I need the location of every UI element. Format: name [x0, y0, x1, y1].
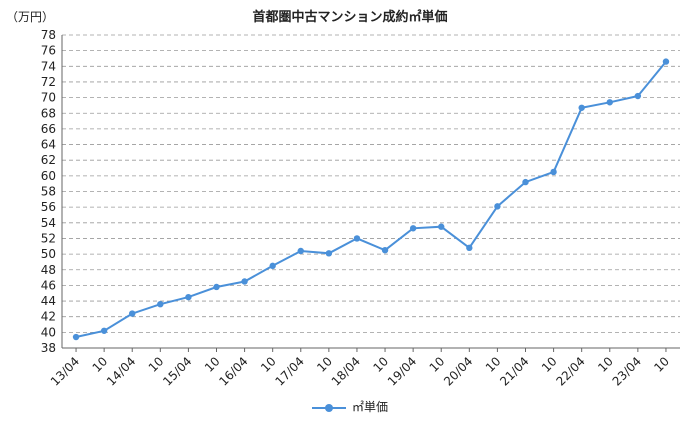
y-tick-label: 56	[41, 200, 56, 214]
series-layer	[72, 58, 670, 341]
x-tick-label: 13/04	[48, 354, 82, 388]
data-point	[157, 300, 164, 308]
y-tick-label: 42	[41, 310, 56, 324]
data-point	[297, 247, 304, 255]
data-point	[578, 104, 585, 111]
data-point	[100, 327, 108, 334]
data-point	[409, 225, 417, 232]
x-tick-label: 10	[314, 354, 335, 375]
y-tick-label: 52	[41, 231, 56, 245]
axes	[61, 35, 680, 352]
y-tick-label: 48	[41, 263, 56, 277]
x-tick-label: 10	[539, 354, 560, 375]
x-tick-label: 10	[146, 354, 167, 375]
data-point	[522, 178, 529, 186]
data-point	[438, 223, 445, 230]
x-tick-label: 16/04	[216, 354, 250, 388]
x-tick-label: 19/04	[385, 354, 419, 388]
y-tick-label: 78	[41, 28, 56, 42]
legend-marker-icon	[311, 403, 346, 413]
x-tick-label: 10	[595, 354, 616, 375]
data-point	[185, 293, 192, 301]
data-point	[129, 310, 136, 317]
y-tick-label: 74	[41, 59, 56, 73]
data-point	[466, 244, 473, 252]
x-tick-label: 10	[483, 354, 504, 375]
data-point	[241, 278, 248, 285]
x-tick-label: 10	[202, 354, 223, 375]
y-tick-label: 46	[41, 278, 56, 292]
data-point	[269, 262, 276, 270]
data-point	[381, 246, 389, 254]
data-point	[550, 168, 557, 176]
y-tick-label: 38	[41, 341, 56, 355]
y-tick-label: 50	[41, 247, 56, 261]
x-tick-label: 18/04	[329, 354, 363, 388]
y-tick-label: 66	[41, 122, 56, 136]
y-tick-label: 60	[41, 169, 56, 183]
legend: ㎡単価	[0, 398, 700, 415]
data-point	[634, 92, 642, 100]
x-tick-label: 23/04	[610, 354, 644, 388]
data-point	[606, 99, 613, 106]
y-tick-label: 58	[41, 185, 56, 199]
x-tick-label: 10	[258, 354, 279, 375]
series-line	[75, 60, 667, 338]
y-tick-label: 44	[41, 294, 56, 308]
x-tick-label: 15/04	[160, 354, 194, 388]
y-tick-label: 40	[41, 325, 56, 339]
chart-title: 首都圏中古マンション成約㎡単価	[252, 10, 448, 25]
data-point	[494, 203, 501, 210]
x-tick-label: 17/04	[273, 354, 307, 388]
y-tick-label: 68	[41, 106, 56, 120]
data-point	[213, 283, 220, 291]
y-tick-label: 62	[41, 153, 56, 167]
data-point	[353, 235, 361, 242]
y-axis-unit-label: （万円）	[6, 10, 55, 24]
y-tick-label: 64	[41, 138, 56, 152]
y-tick-label: 76	[41, 44, 56, 58]
x-tick-label: 14/04	[104, 354, 138, 388]
legend-label: ㎡単価	[351, 400, 388, 414]
x-tick-label: 20/04	[441, 354, 475, 388]
grid-lines	[62, 34, 680, 333]
x-tick-label: 10	[651, 354, 672, 375]
x-tick-label: 10	[427, 354, 448, 375]
data-point	[72, 333, 80, 341]
data-point	[662, 58, 670, 65]
x-tick-label: 10	[90, 354, 111, 375]
y-tick-label: 70	[41, 91, 56, 105]
data-point	[325, 250, 333, 257]
x-tick-label: 21/04	[497, 354, 531, 388]
y-tick-label: 72	[41, 75, 56, 89]
x-tick-label: 22/04	[553, 354, 587, 388]
x-tick-label: 10	[370, 354, 391, 375]
y-tick-label: 54	[41, 216, 56, 230]
